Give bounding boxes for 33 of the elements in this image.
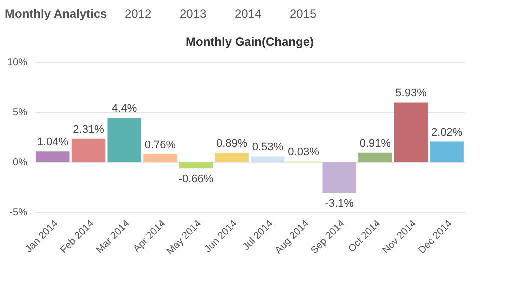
bar xyxy=(394,102,428,162)
data-label: 4.4% xyxy=(112,103,138,115)
bar xyxy=(108,118,142,162)
data-label: 2.02% xyxy=(431,126,463,139)
chart-title: Monthly Gain(Change) xyxy=(186,35,314,49)
bar xyxy=(251,156,285,162)
data-label: 0.91% xyxy=(360,138,392,150)
bar xyxy=(144,154,178,162)
bar xyxy=(215,153,249,162)
y-tick-label: 0% xyxy=(13,158,28,168)
bar xyxy=(179,162,214,169)
bar xyxy=(430,142,464,162)
bar xyxy=(358,152,392,162)
data-label: 2.31% xyxy=(73,124,105,136)
data-label: 5.93% xyxy=(396,88,428,100)
bar xyxy=(36,152,70,162)
data-label: -3.1% xyxy=(325,198,354,210)
text: Monthly Analytics xyxy=(5,7,108,21)
y-tick-label: -5% xyxy=(10,208,28,218)
bar xyxy=(322,162,356,193)
bar xyxy=(72,138,106,162)
data-label: 0.53% xyxy=(252,142,284,154)
data-label: 0.03% xyxy=(288,146,320,159)
text: 2015 xyxy=(290,7,318,21)
data-label: 0.89% xyxy=(216,138,248,150)
text: 2013 xyxy=(180,7,208,21)
data-label: -0.66% xyxy=(178,174,214,186)
y-tick-label: 10% xyxy=(7,58,28,68)
y-tick-label: 5% xyxy=(13,108,28,118)
data-label: 1.04% xyxy=(37,136,69,149)
data-label: 0.76% xyxy=(144,139,176,152)
text: 2012 xyxy=(125,7,152,21)
text: 2014 xyxy=(235,7,262,21)
